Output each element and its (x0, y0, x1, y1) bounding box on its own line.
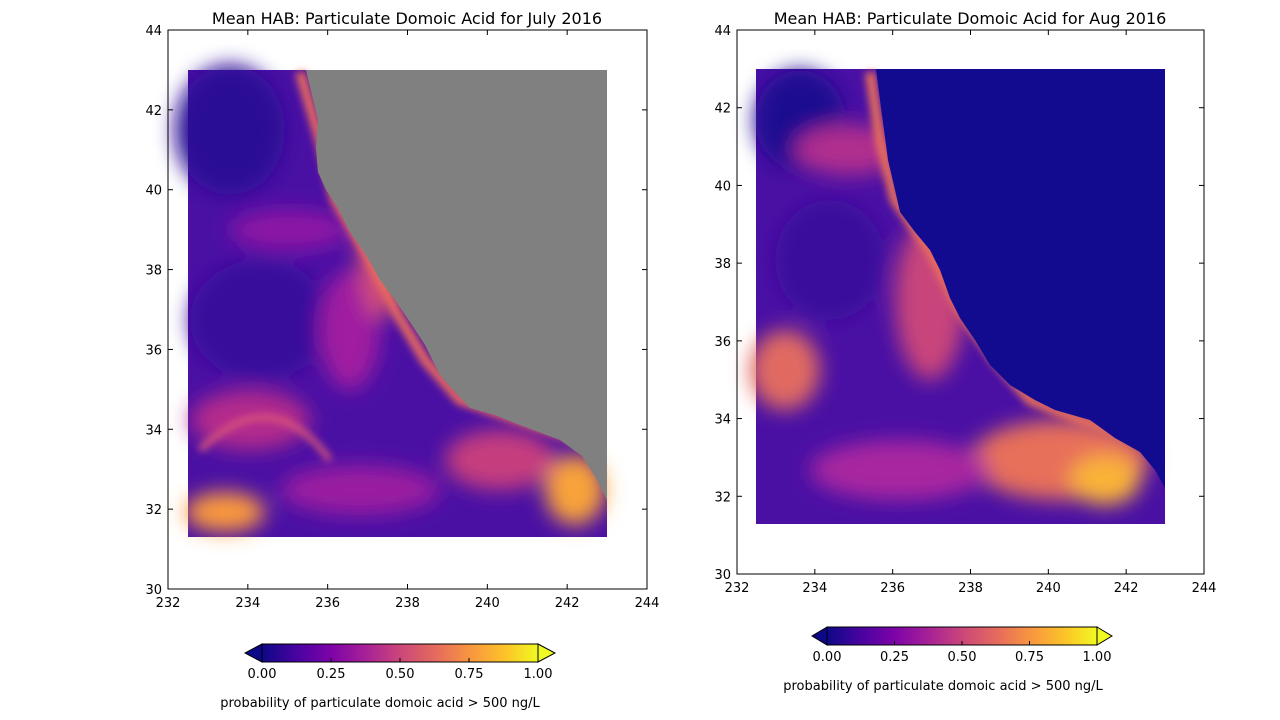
chart-july-xtick-label: 234 (235, 596, 260, 611)
chart-aug: Mean HAB: Particulate Domoic Acid for Au… (714, 9, 1216, 694)
chart-july-colorbar-tick-label: 0.25 (317, 667, 346, 682)
chart-aug-ytick-label: 38 (714, 257, 731, 272)
chart-july-blob-bight (445, 430, 555, 490)
chart-july-xtick-label: 244 (635, 596, 660, 611)
chart-aug-ytick-label: 34 (714, 413, 731, 428)
chart-july-xtick-label: 242 (555, 596, 580, 611)
chart-aug-heatmap (750, 69, 1165, 524)
chart-aug-colorbar-extend-high (1096, 626, 1113, 646)
chart-aug-title: Mean HAB: Particulate Domoic Acid for Au… (774, 9, 1167, 28)
chart-july-blob-dark-mid (190, 260, 330, 380)
chart-july-title: Mean HAB: Particulate Domoic Acid for Ju… (212, 9, 602, 28)
chart-july-ytick-label: 44 (145, 24, 162, 39)
chart-july-colorbar-tick-label: 1.00 (524, 667, 553, 682)
chart-aug-ytick-label: 30 (714, 568, 731, 583)
chart-aug-colorbar-ticks: 0.00 0.25 0.50 0.75 1.00 (813, 641, 1112, 665)
chart-aug-ticks: 232 234 236 238 240 242 244 30 32 34 36 38 40 42 44 (714, 24, 1216, 596)
chart-aug-colorbar-extend-low (811, 626, 828, 646)
chart-aug-ytick-label: 32 (714, 490, 731, 505)
chart-july-land (306, 70, 607, 500)
chart-july-ytick-label: 42 (145, 104, 162, 119)
chart-july-ytick-label: 30 (145, 583, 162, 598)
chart-july-colorbar-tick-label: 0.50 (386, 667, 415, 682)
chart-aug-blob-orange-west (750, 330, 820, 410)
chart-july-heatmap (175, 65, 607, 537)
chart-aug-colorbar: 0.00 0.25 0.50 0.75 1.00 probability of part… (783, 626, 1113, 694)
chart-aug-colorbar-tick-label: 0.50 (948, 650, 977, 665)
chart-aug-land (876, 69, 1165, 488)
chart-july-blob-orange-sw (185, 492, 265, 532)
chart-july-xtick-label: 240 (475, 596, 500, 611)
chart-aug-colorbar-tick-label: 0.75 (1015, 650, 1044, 665)
chart-aug-xtick-label: 240 (1036, 581, 1061, 596)
chart-aug-xtick-label: 236 (880, 581, 905, 596)
chart-july-colorbar-tick-label: 0.00 (248, 667, 277, 682)
chart-aug-colorbar-tick-label: 0.25 (880, 650, 909, 665)
chart-july-ticks: 232 234 236 238 240 242 244 30 32 34 36 38 40 42 44 (145, 24, 659, 611)
chart-aug-blob-bight-bright (1070, 455, 1140, 505)
chart-july-blob-dark-north (175, 65, 285, 195)
chart-july-colorbar-ticks: 0.00 0.25 0.50 0.75 1.00 (248, 658, 553, 682)
chart-aug-xtick-label: 242 (1114, 581, 1139, 596)
chart-july-ytick-label: 40 (145, 184, 162, 199)
chart-july-ytick-label: 32 (145, 503, 162, 518)
chart-aug-colorbar-tick-label: 0.00 (813, 650, 842, 665)
chart-aug-xtick-label: 238 (958, 581, 983, 596)
chart-aug-colorbar-label: probability of particulate domoic acid >… (783, 679, 1103, 694)
chart-july-colorbar-ramp (262, 644, 538, 662)
chart-july-ytick-label: 34 (145, 423, 162, 438)
chart-aug-ytick-label: 40 (714, 179, 731, 194)
chart-july-blob-magenta-c (230, 210, 350, 250)
chart-july-ytick-label: 36 (145, 343, 162, 358)
chart-july-blob-orange-se (545, 455, 605, 525)
chart-july-xtick-label: 236 (315, 596, 340, 611)
chart-july-colorbar: 0.00 0.25 0.50 0.75 1.00 probability of part… (220, 643, 557, 711)
chart-july-filament (197, 414, 333, 462)
chart-aug-xtick-label: 244 (1192, 581, 1217, 596)
chart-aug-ytick-label: 36 (714, 335, 731, 350)
chart-aug-colorbar-tick-label: 1.00 (1083, 650, 1112, 665)
chart-july-xtick-label: 232 (156, 596, 181, 611)
chart-july-ytick-label: 38 (145, 264, 162, 279)
chart-aug-blob-south (810, 440, 990, 500)
chart-july-colorbar-label: probability of particulate domoic acid >… (220, 696, 540, 711)
chart-aug-colorbar-ramp (827, 627, 1097, 645)
chart-july-colorbar-tick-label: 0.75 (455, 667, 484, 682)
chart-aug-xtick-label: 234 (802, 581, 827, 596)
chart-july-blob-south (280, 465, 440, 515)
chart-aug-blob-dark-mid (775, 200, 885, 320)
chart-july: Mean HAB: Particulate Domoic Acid for Ju… (145, 9, 659, 711)
chart-aug-ytick-label: 42 (714, 102, 731, 117)
chart-aug-ytick-label: 44 (714, 24, 731, 39)
chart-aug-xtick-label: 232 (725, 581, 750, 596)
chart-july-colorbar-extend-high (537, 643, 557, 663)
chart-july-xtick-label: 238 (395, 596, 420, 611)
chart-july-colorbar-extend-low (243, 643, 263, 663)
